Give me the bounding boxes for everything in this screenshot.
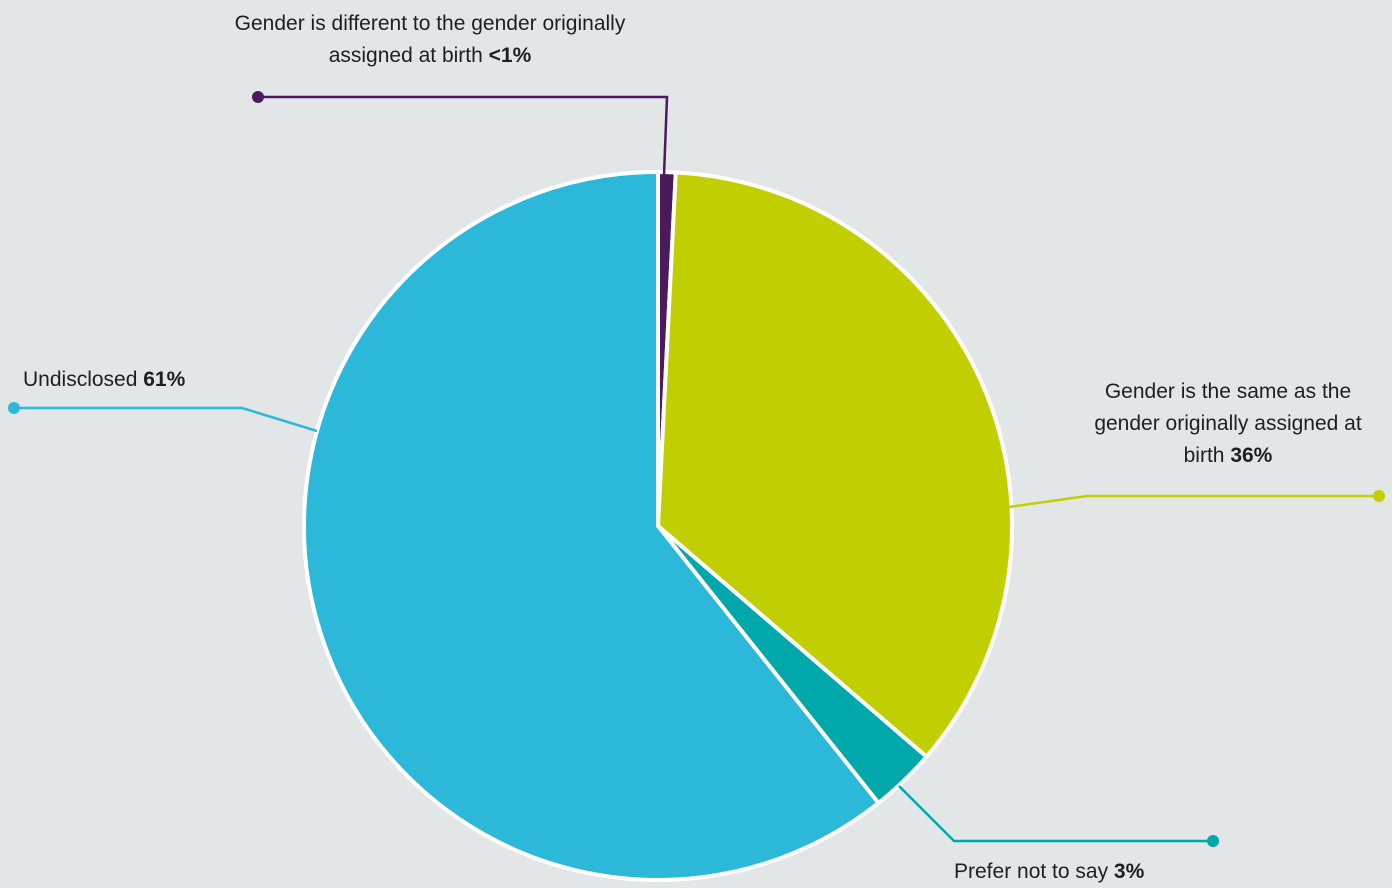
slice-value-undisclosed: 61% [143,368,186,391]
leader-dot-undisclosed [8,402,20,414]
leader-dot-different [252,91,264,103]
leader-line-different [258,95,669,176]
slice-label-undisclosed-text: Undisclosed [23,368,138,391]
slice-value-different: <1% [488,44,532,67]
leader-line-same [1008,494,1379,509]
slice-label-different: Gender is different to the gender origin… [230,8,630,72]
pie-slice-same [656,170,1014,759]
slice-label-same: Gender is the same as the gender origina… [1078,376,1378,472]
slice-label-undisclosed: Undisclosed 61% [23,364,185,396]
slice-label-different-text: Gender is different to the gender origin… [234,12,626,67]
leader-line-prefer [898,785,1213,843]
slice-label-prefer-text: Prefer not to say [954,860,1109,883]
leader-dot-prefer [1207,835,1219,847]
slice-value-prefer: 3% [1113,860,1145,883]
pie-slice-undisclosed [302,170,881,882]
slice-value-same: 36% [1230,444,1273,467]
leader-line-undisclosed [14,406,318,433]
slice-label-prefer: Prefer not to say 3% [954,856,1144,888]
slice-label-same-text: Gender is the same as the gender origina… [1094,380,1362,467]
leader-dot-same [1373,490,1385,502]
